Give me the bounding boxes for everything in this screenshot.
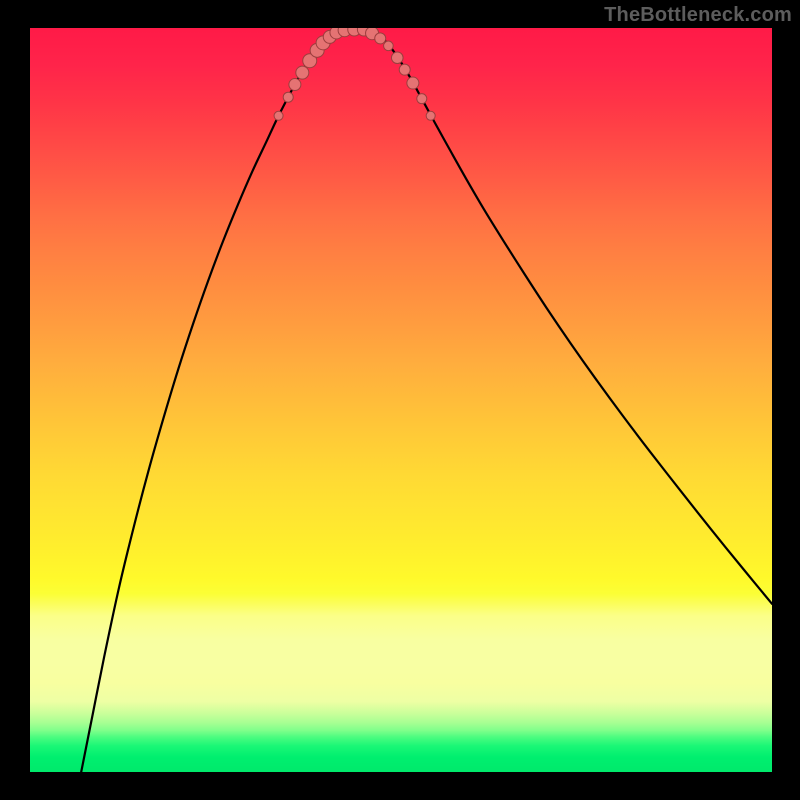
gradient-background — [30, 28, 772, 772]
data-marker — [375, 33, 386, 44]
data-marker — [289, 79, 301, 91]
data-marker — [426, 111, 435, 120]
bottleneck-chart-svg — [30, 28, 772, 772]
data-marker — [399, 64, 410, 75]
chart-outer-frame: TheBottleneck.com — [0, 0, 800, 800]
data-marker — [391, 52, 403, 64]
data-marker — [417, 94, 427, 104]
data-marker — [274, 111, 283, 120]
data-marker — [283, 92, 293, 102]
plot-area — [30, 28, 772, 772]
watermark-text: TheBottleneck.com — [604, 4, 792, 27]
data-marker — [296, 66, 309, 79]
data-marker — [384, 41, 394, 51]
data-marker — [407, 77, 419, 89]
